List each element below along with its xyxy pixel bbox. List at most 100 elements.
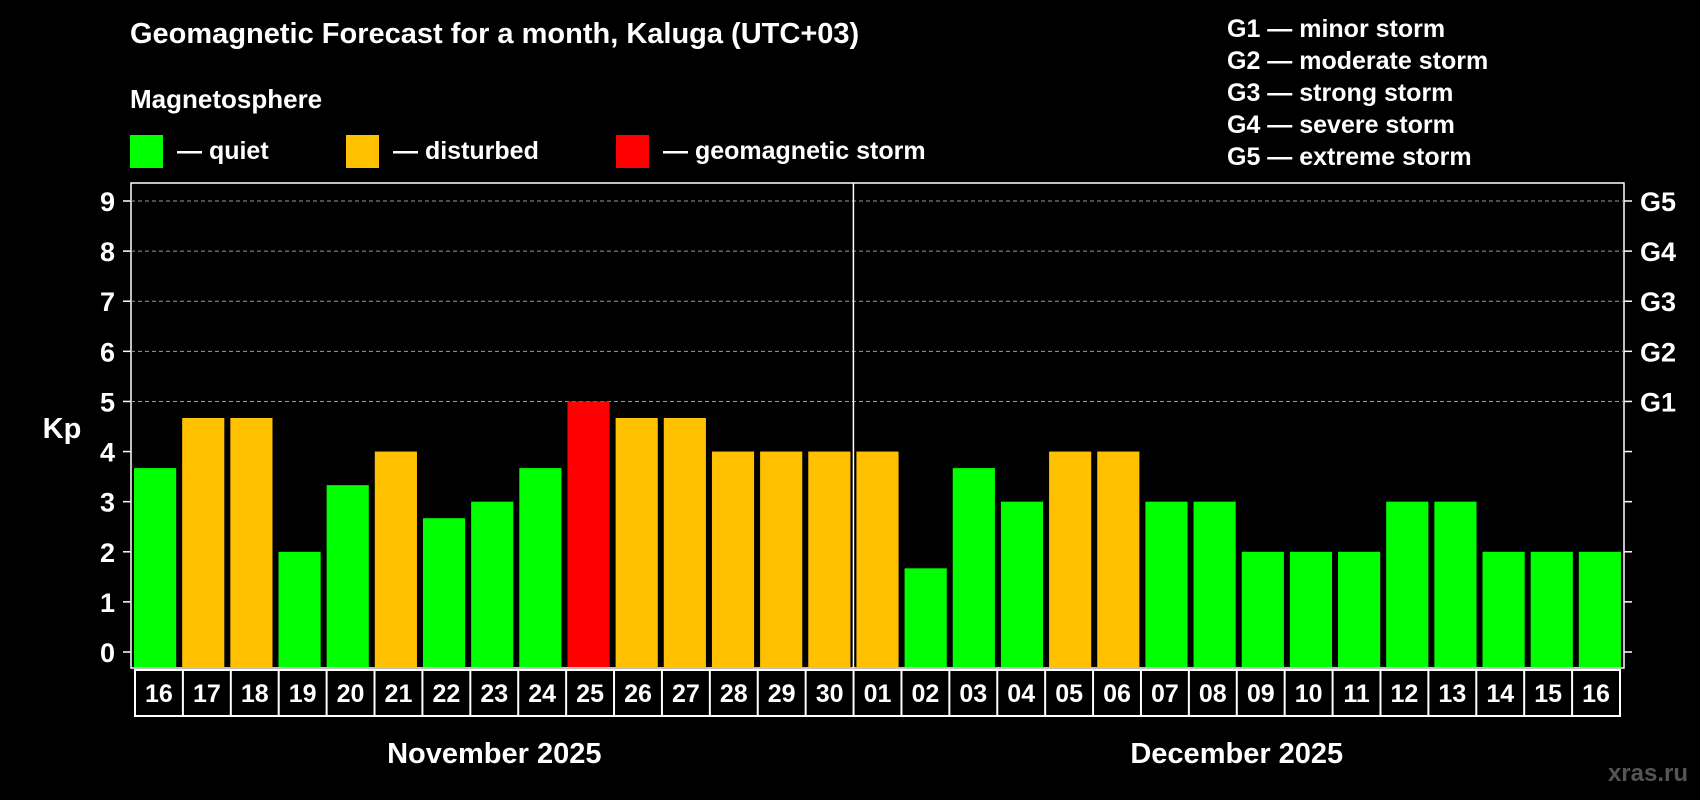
kp-bar <box>663 417 706 667</box>
kp-bar <box>567 401 610 667</box>
storm-scale-g5: G5 — extreme storm <box>1227 143 1472 171</box>
storm-scale-g2: G2 — moderate storm <box>1227 47 1489 75</box>
day-label: 27 <box>672 680 700 708</box>
y-tick-label: 2 <box>100 538 115 568</box>
kp-bar <box>422 518 466 667</box>
day-label: 14 <box>1486 680 1514 708</box>
day-label: 15 <box>1534 680 1562 708</box>
kp-bar <box>182 417 225 667</box>
y-tick-label: 3 <box>100 488 115 518</box>
kp-bar <box>856 451 899 667</box>
y-tick-label: 6 <box>100 337 115 367</box>
kp-bar <box>615 417 658 667</box>
month-label: December 2025 <box>1130 738 1343 770</box>
right-axis-label-g4: G4 <box>1640 237 1676 267</box>
day-label: 03 <box>959 680 987 708</box>
legend-item-quiet: — quiet <box>130 134 269 168</box>
y-tick-label: 8 <box>100 237 115 267</box>
day-label-row <box>134 669 1621 717</box>
day-label: 05 <box>1055 680 1083 708</box>
day-label: 21 <box>385 680 413 708</box>
y-tick-label: 4 <box>100 438 115 468</box>
y-axis-label: Kp <box>43 413 82 445</box>
day-label: 23 <box>480 680 508 708</box>
day-label: 25 <box>576 680 604 708</box>
kp-bar <box>904 568 947 667</box>
day-label: 16 <box>1582 680 1610 708</box>
day-label: 26 <box>624 680 652 708</box>
day-label: 22 <box>432 680 460 708</box>
kp-bar <box>134 468 177 667</box>
day-label: 24 <box>528 680 556 708</box>
kp-bar <box>1145 501 1188 667</box>
kp-bar <box>374 451 417 667</box>
day-label: 19 <box>289 680 317 708</box>
day-label: 06 <box>1103 680 1131 708</box>
day-label: 20 <box>337 680 365 708</box>
kp-bar <box>326 485 369 667</box>
day-label: 29 <box>768 680 796 708</box>
storm-scale-g3: G3 — strong storm <box>1227 79 1454 107</box>
legend-label-storm: — geomagnetic storm <box>663 136 926 165</box>
day-label: 04 <box>1007 680 1035 708</box>
day-label: 09 <box>1247 680 1275 708</box>
day-label: 17 <box>193 680 221 708</box>
storm-scale-g4: G4 — severe storm <box>1227 111 1455 139</box>
day-label: 07 <box>1151 680 1179 708</box>
kp-bar <box>1434 501 1477 667</box>
day-label: 28 <box>720 680 748 708</box>
legend-swatch-storm <box>616 134 649 168</box>
legend-title: Magnetosphere <box>130 84 323 114</box>
y-tick-label: 0 <box>100 638 115 668</box>
kp-bar <box>1530 551 1573 667</box>
day-label: 12 <box>1391 680 1419 708</box>
day-label: 30 <box>816 680 844 708</box>
kp-bar <box>1000 501 1044 667</box>
kp-bar <box>230 417 273 667</box>
kp-bar <box>1482 551 1525 667</box>
y-tick-label: 1 <box>100 588 115 618</box>
month-label: November 2025 <box>387 738 601 770</box>
day-label: 11 <box>1343 680 1370 708</box>
day-label: 13 <box>1438 680 1466 708</box>
kp-bar <box>952 468 995 667</box>
storm-scale-g1: G1 — minor storm <box>1227 15 1446 43</box>
kp-bar <box>1193 501 1236 667</box>
legend-item-disturbed: — disturbed <box>346 134 539 168</box>
legend-label-quiet: — quiet <box>177 136 269 165</box>
storm-scale-legend: G1 — minor storm G2 — moderate storm G3 … <box>1227 13 1488 173</box>
kp-bar <box>808 451 851 667</box>
watermark: xras.ru <box>1607 760 1688 787</box>
right-axis-label-g5: G5 <box>1640 187 1676 217</box>
kp-bar <box>1097 451 1140 667</box>
y-tick-label: 5 <box>100 387 115 417</box>
right-axis-label-g3: G3 <box>1640 287 1676 317</box>
kp-bar <box>519 468 562 667</box>
kp-bar <box>1289 551 1333 667</box>
day-label: 02 <box>911 680 939 708</box>
kp-bar <box>1338 551 1381 667</box>
kp-bar <box>1386 501 1429 667</box>
kp-bar <box>760 451 803 667</box>
kp-bar <box>471 501 514 667</box>
kp-bar <box>278 551 321 667</box>
legend-swatch-quiet <box>130 134 163 168</box>
day-label: 16 <box>145 680 173 708</box>
chart-title: Geomagnetic Forecast for a month, Kaluga… <box>130 18 860 50</box>
day-label: 01 <box>864 680 892 708</box>
kp-bar <box>1241 551 1284 667</box>
y-tick-label: 9 <box>100 187 115 217</box>
y-tick-label: 7 <box>100 287 115 317</box>
right-axis-label-g2: G2 <box>1640 337 1676 367</box>
day-label: 10 <box>1295 680 1323 708</box>
legend-label-disturbed: — disturbed <box>393 136 539 165</box>
day-label: 18 <box>241 680 269 708</box>
right-axis-label-g1: G1 <box>1640 387 1676 417</box>
kp-bar <box>1049 451 1092 667</box>
day-label: 08 <box>1199 680 1227 708</box>
kp-bar <box>1578 551 1621 667</box>
legend-item-storm: — geomagnetic storm <box>616 134 926 168</box>
legend-swatch-disturbed <box>346 134 379 168</box>
kp-bar <box>711 451 755 667</box>
